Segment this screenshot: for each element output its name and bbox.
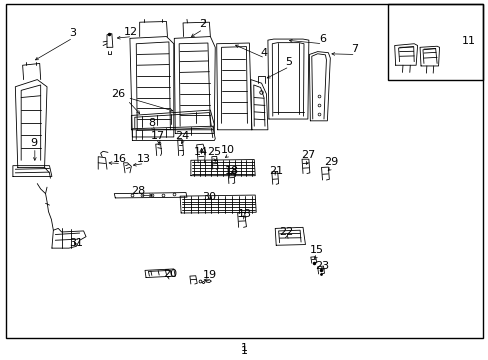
Text: 13: 13 (237, 210, 251, 220)
Text: 8: 8 (148, 118, 155, 128)
Text: 3: 3 (69, 28, 76, 39)
Text: 5: 5 (285, 57, 291, 67)
Text: 19: 19 (203, 270, 217, 280)
Text: 23: 23 (315, 261, 329, 271)
Text: 10: 10 (220, 145, 234, 155)
Text: 7: 7 (350, 45, 357, 54)
Bar (387, 4, 483, 80)
Text: 1: 1 (241, 346, 247, 356)
Text: 22: 22 (278, 228, 292, 237)
Text: 18: 18 (225, 166, 239, 176)
Text: 21: 21 (268, 166, 283, 176)
Text: 30: 30 (202, 192, 216, 202)
Text: 16: 16 (113, 154, 127, 164)
Text: 4: 4 (260, 48, 267, 58)
Text: 11: 11 (461, 36, 475, 45)
Text: 13: 13 (136, 154, 150, 164)
Text: 24: 24 (175, 131, 189, 140)
Text: 14: 14 (193, 147, 207, 157)
Text: 31: 31 (69, 238, 83, 248)
Text: 1: 1 (241, 343, 247, 353)
Text: 17: 17 (150, 131, 164, 140)
Text: 26: 26 (110, 89, 124, 99)
Text: 20: 20 (163, 269, 177, 279)
Text: 12: 12 (124, 27, 138, 37)
Text: 6: 6 (318, 34, 325, 44)
Text: 9: 9 (30, 138, 37, 148)
Text: 2: 2 (199, 19, 206, 30)
Text: 28: 28 (131, 186, 145, 196)
Text: 15: 15 (309, 245, 323, 255)
Text: 29: 29 (323, 157, 337, 167)
Text: 27: 27 (300, 150, 314, 160)
Text: 25: 25 (207, 147, 221, 157)
